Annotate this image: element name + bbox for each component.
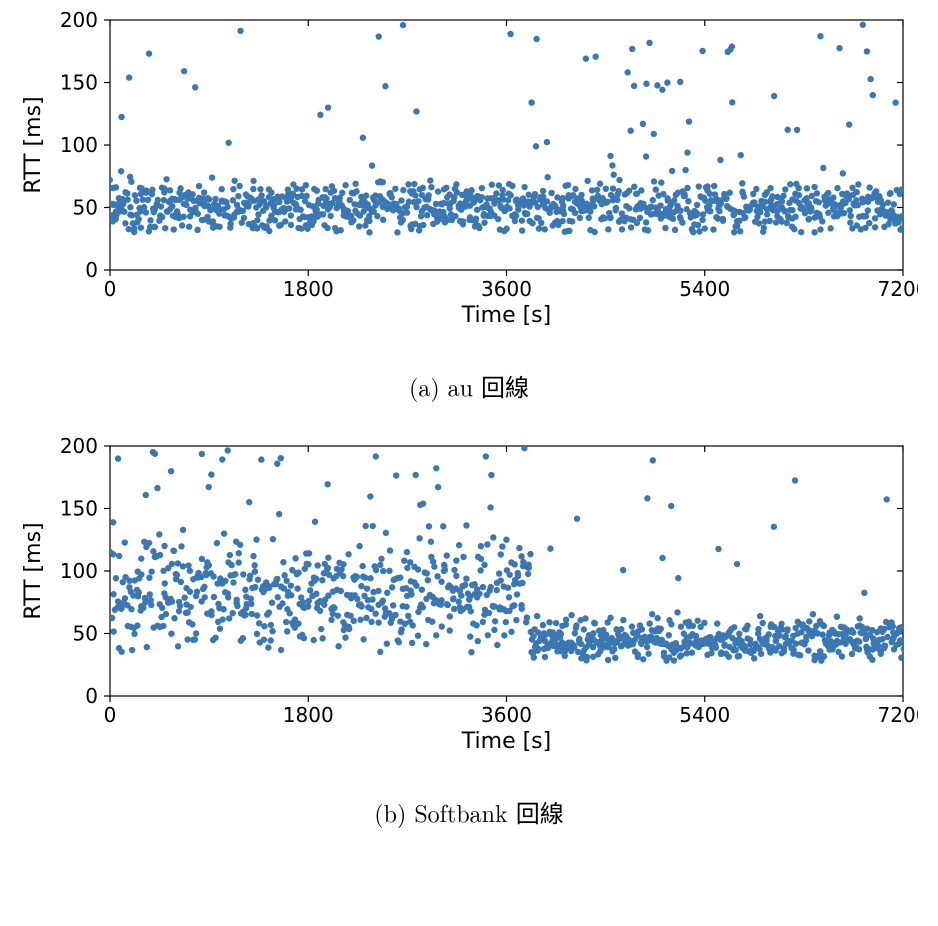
- ytick-label: 50: [73, 196, 98, 220]
- ylabel: RTT [ms]: [21, 522, 46, 619]
- xtick-label: 1800: [283, 703, 334, 727]
- caption-a-text: au 回線: [448, 369, 529, 403]
- ytick-label: 50: [73, 622, 98, 646]
- caption-b-label: (b): [374, 795, 406, 829]
- ylabel: RTT [ms]: [21, 96, 46, 193]
- xtick-label: 5400: [679, 277, 730, 301]
- xtick-label: 5400: [679, 703, 730, 727]
- ytick-label: 150: [60, 71, 98, 95]
- chart-a-svg: 0 1800 3600 5400 7200 0 50 100 150 200 Time [s] RTT…: [20, 10, 918, 340]
- xtick-label: 3600: [481, 277, 532, 301]
- xtick-label: 7200: [878, 277, 918, 301]
- page-root: 0 1800 3600 5400 7200 0 50 100 150 200 Time [s] RTT…: [0, 0, 938, 926]
- ytick-label: 200: [60, 10, 98, 32]
- xtick-label: 7200: [878, 703, 918, 727]
- panel-au: 0 1800 3600 5400 7200 0 50 100 150 200 Time [s] RTT…: [20, 10, 918, 430]
- ytick-label: 150: [60, 497, 98, 521]
- chart-b-wrap: 0 1800 3600 5400 7200 0 50 100 150 200 Time [s] RTT…: [20, 436, 918, 766]
- caption-a: (a) au 回線: [20, 368, 918, 403]
- xlabel: Time [s]: [461, 729, 551, 754]
- chart-a-wrap: 0 1800 3600 5400 7200 0 50 100 150 200 Time [s] RTT…: [20, 10, 918, 340]
- xtick-label: 0: [104, 277, 117, 301]
- caption-b-text: Softbank 回線: [414, 795, 563, 829]
- caption-a-label: (a): [409, 369, 440, 403]
- panel-softbank: 0 1800 3600 5400 7200 0 50 100 150 200 Time [s] RTT…: [20, 436, 918, 906]
- caption-b: (b) Softbank 回線: [20, 794, 918, 829]
- ytick-label: 100: [60, 133, 98, 157]
- xtick-label: 1800: [283, 277, 334, 301]
- xlabel: Time [s]: [461, 303, 551, 328]
- ytick-label: 0: [85, 684, 98, 708]
- ytick-label: 200: [60, 436, 98, 458]
- xtick-label: 3600: [481, 703, 532, 727]
- ytick-label: 0: [85, 258, 98, 282]
- xtick-label: 0: [104, 703, 117, 727]
- chart-b-svg: 0 1800 3600 5400 7200 0 50 100 150 200 Time [s] RTT…: [20, 436, 918, 766]
- data-points: [107, 22, 906, 236]
- ytick-label: 100: [60, 559, 98, 583]
- data-points: [107, 445, 907, 664]
